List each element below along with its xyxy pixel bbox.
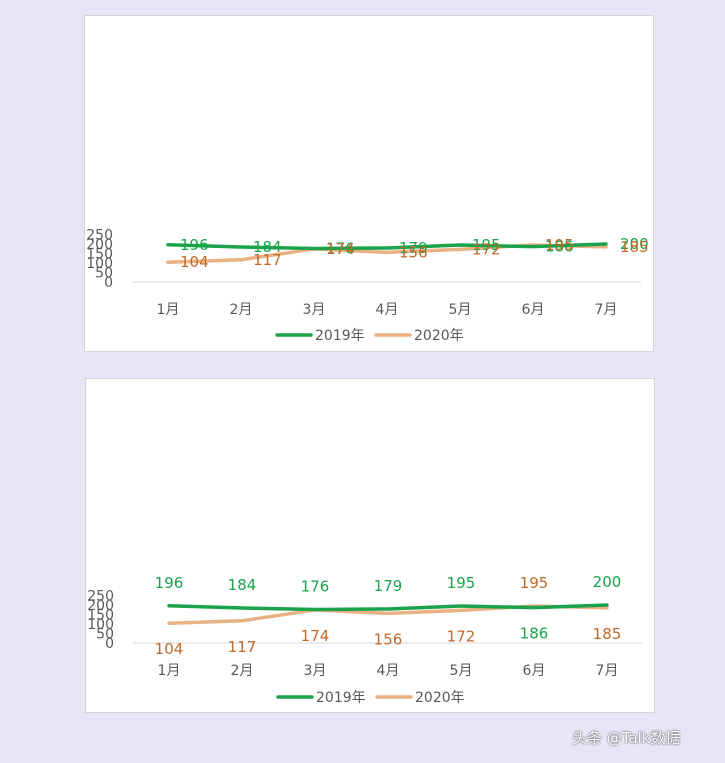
x-tick-label: 3月 [303, 302, 326, 318]
data-label: 200 [593, 573, 622, 591]
x-tick-label: 4月 [377, 663, 400, 679]
series-line-2019年 [166, 242, 608, 251]
data-label: 195 [520, 574, 549, 592]
y-tick-label: 100 [87, 617, 114, 633]
legend: 2019年 2020年 [276, 690, 465, 706]
data-label: 117 [253, 251, 282, 269]
x-tick-label: 5月 [449, 302, 472, 318]
x-tick-label: 6月 [523, 663, 546, 679]
data-label: 174 [326, 240, 355, 258]
data-label: 195 [447, 574, 476, 592]
data-label: 172 [447, 627, 476, 645]
data-label: 185 [593, 625, 622, 643]
x-tick-label: 7月 [596, 663, 619, 679]
y-tick-label: 150 [87, 608, 114, 624]
x-tick-label: 6月 [522, 302, 545, 318]
chart-panel-top: 0 50 100 150 200 250 1月 2月 3月 4月 5月 6月 7月 196 184 176 17… [84, 15, 654, 352]
data-label: 184 [253, 238, 282, 256]
data-label: 117 [228, 638, 257, 656]
data-label: 195 [472, 236, 501, 254]
y-tick-label: 100 [86, 256, 113, 272]
data-label: 186 [520, 625, 549, 643]
data-label: 156 [399, 243, 428, 261]
legend-label: 2019年 [315, 328, 365, 344]
data-label: 174 [301, 627, 330, 645]
data-label: 186 [545, 238, 574, 256]
y-tick-label: 0 [105, 636, 114, 652]
watermark-text: 头条 @Talk数据 [572, 729, 681, 747]
data-label: 200 [620, 235, 649, 253]
data-label: 195 [545, 236, 574, 254]
data-label: 196 [155, 574, 184, 592]
data-label: 156 [374, 630, 403, 648]
y-tick-label: 250 [87, 589, 114, 605]
data-label: 104 [180, 253, 209, 271]
data-label: 176 [326, 240, 355, 258]
x-tick-label: 1月 [157, 302, 180, 318]
x-tick-label: 4月 [376, 302, 399, 318]
x-tick-label: 2月 [231, 663, 254, 679]
data-label: 184 [228, 576, 257, 594]
legend-label: 2019年 [316, 690, 366, 706]
chart-panel-bottom: 0 50 100 150 200 250 1月 2月 3月 4月 5月 6月 7月 196 184 176 17… [85, 378, 655, 713]
series-line-2019年 [167, 603, 609, 612]
data-label: 104 [155, 640, 184, 658]
y-tick-label: 0 [104, 275, 113, 291]
y-tick-label: 50 [95, 266, 113, 282]
legend: 2019年 2020年 [275, 328, 464, 344]
data-label: 185 [620, 238, 649, 256]
data-label: 179 [399, 239, 428, 257]
data-label: 172 [472, 240, 501, 258]
y-tick-label: 200 [87, 598, 114, 614]
y-tick-label: 200 [86, 237, 113, 253]
data-label: 179 [374, 577, 403, 595]
legend-label: 2020年 [415, 690, 465, 706]
y-tick-label: 150 [86, 247, 113, 263]
x-tick-label: 2月 [230, 302, 253, 318]
y-tick-label: 250 [86, 228, 113, 244]
data-label: 196 [180, 236, 209, 254]
x-tick-label: 7月 [595, 302, 618, 318]
x-tick-label: 3月 [304, 663, 327, 679]
legend-label: 2020年 [414, 328, 464, 344]
y-tick-label: 50 [96, 627, 114, 643]
x-tick-label: 5月 [450, 663, 473, 679]
x-tick-label: 1月 [158, 663, 181, 679]
data-label: 176 [301, 578, 330, 596]
